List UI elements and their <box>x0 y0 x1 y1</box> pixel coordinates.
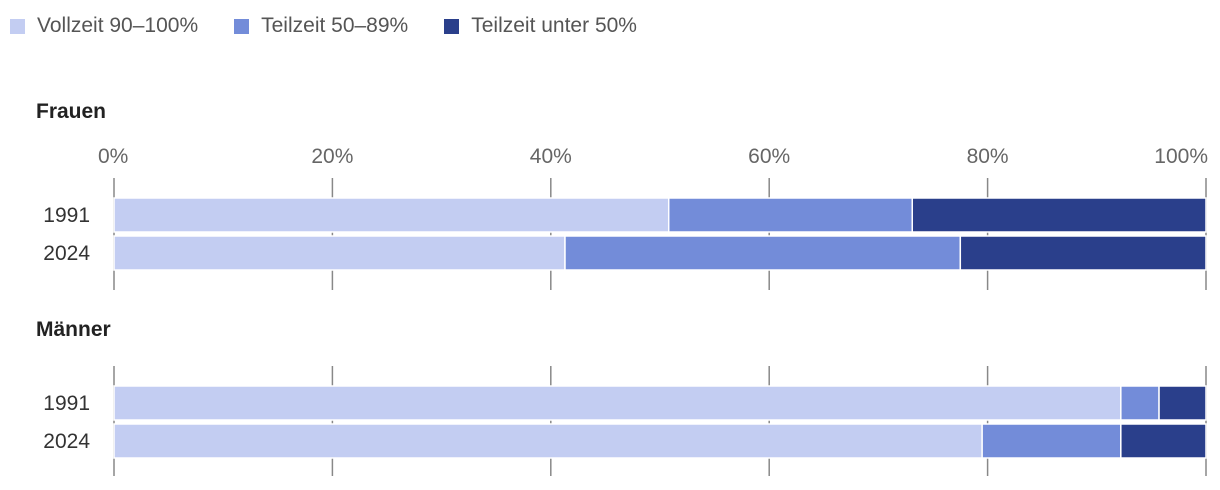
category-label: 2024 <box>43 430 90 453</box>
legend-item: Teilzeit unter 50% <box>444 14 637 38</box>
legend-label: Teilzeit unter 50% <box>471 14 637 37</box>
category-label: 2024 <box>43 242 90 265</box>
bar-segment <box>113 423 983 459</box>
group-title: Frauen <box>36 100 106 123</box>
x-tick-label: 100% <box>1154 145 1208 168</box>
legend-swatch <box>444 18 460 34</box>
legend-label: Vollzeit 90–100% <box>37 14 199 37</box>
bar-segment <box>911 197 1207 233</box>
bar-segment <box>981 423 1122 459</box>
legend-item: Teilzeit 50–89% <box>234 14 408 38</box>
bars <box>113 197 1207 459</box>
chart-legend: Vollzeit 90–100% Teilzeit 50–89% Teilzeit … <box>10 10 673 42</box>
legend-item: Vollzeit 90–100% <box>10 14 198 38</box>
legend-swatch <box>10 18 25 34</box>
bar-segment <box>113 235 566 271</box>
group-title: Männer <box>36 318 111 341</box>
labels: Frauen 0% 20% 40% 60% 80% 100% 1991 2024 Männer 19… <box>36 100 1208 453</box>
bar-segment <box>959 235 1207 271</box>
x-tick-label: 80% <box>967 145 1009 168</box>
x-tick-label: 0% <box>98 145 128 168</box>
bar-segment <box>113 197 670 233</box>
category-label: 1991 <box>43 392 90 415</box>
bar-segment <box>113 385 1122 421</box>
bar-segment <box>1120 385 1160 421</box>
x-tick-label: 40% <box>530 145 572 168</box>
bar-segment <box>1120 423 1207 459</box>
bar-segment <box>564 235 962 271</box>
bar-segment <box>1158 385 1207 421</box>
bar-segment <box>667 197 914 233</box>
x-tick-label: 60% <box>748 145 790 168</box>
legend-label: Teilzeit 50–89% <box>261 14 409 37</box>
legend-swatch <box>234 18 250 34</box>
x-tick-label: 20% <box>311 145 353 168</box>
category-label: 1991 <box>43 204 90 227</box>
